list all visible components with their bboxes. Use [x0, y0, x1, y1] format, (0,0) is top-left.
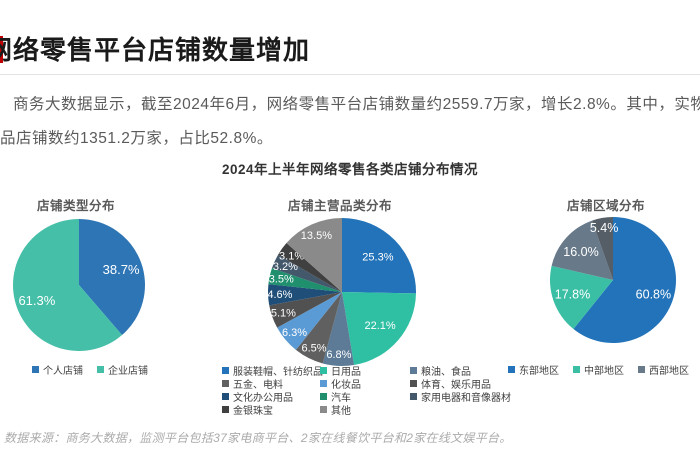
pie-slice-label: 16.0% — [563, 245, 598, 259]
pie-slice — [592, 217, 613, 280]
pie-slice — [271, 254, 342, 292]
legend-label: 化妆品 — [331, 380, 361, 391]
pie-slice — [286, 218, 342, 292]
legend-swatch — [410, 380, 417, 387]
legend-swatch — [320, 406, 327, 413]
pie-slice — [12, 219, 123, 351]
pie-slice-label: 17.8% — [555, 287, 590, 301]
legend-main-category: 服装鞋帽、针纺织品 日用品 粮油、食品五金、电料 化妆品 体育、娱乐用品文化办公用品 汽车… — [222, 364, 511, 417]
legend-label: 服装鞋帽、针纺织品 — [233, 367, 323, 378]
legend-swatch — [320, 367, 327, 374]
pie-slice — [342, 218, 417, 294]
legend-item: 企业店铺 — [97, 362, 148, 377]
legend-item: 家用电器和音像器材 — [410, 390, 511, 404]
legend-item: 日用品 — [320, 364, 404, 378]
pie-slice-label: 13.5% — [301, 230, 332, 242]
legend-label: 文化办公用品 — [233, 393, 293, 404]
legend-item: 个人店铺 — [32, 362, 83, 377]
intro-text-line-2: 品店铺数约1351.2万家，占比52.8%。 — [0, 130, 273, 147]
legend-swatch — [320, 380, 327, 387]
legend-store-type: 个人店铺 企业店铺 — [32, 362, 148, 377]
legend-label: 西部地区 — [649, 366, 689, 377]
pie-title-region: 店铺区域分布 — [566, 199, 645, 213]
legend-item: 西部地区 — [638, 362, 689, 377]
pie-slice-label: 4.6% — [267, 289, 292, 301]
pie-title-store-type: 店铺类型分布 — [36, 199, 115, 213]
pie-slice — [549, 265, 613, 330]
legend-label: 日用品 — [331, 367, 361, 378]
pie-slice — [295, 292, 342, 364]
legend-label: 粮油、食品 — [421, 367, 471, 378]
pie-chart-main-category: 25.3% 22.1% 6.8%6.5% 6.3% 5.1% 4.6% 3.5%3.2%3.… — [267, 218, 417, 366]
data-source-note: 数据来源：商务大数据，监测平台包括37家电商平台、2家在线餐饮平台和2家在线文娱… — [4, 431, 512, 445]
legend-item: 中部地区 — [573, 362, 624, 377]
pie-slice-label: 3.1% — [279, 251, 304, 263]
pie-slice — [269, 292, 342, 328]
pie-slice-label: 60.8% — [636, 288, 671, 302]
pie-slice — [573, 217, 677, 343]
legend-item: 粮油、食品 — [410, 364, 511, 378]
pie-slice-label: 38.7% — [103, 262, 140, 277]
pie-slice — [268, 284, 342, 306]
pie-slice — [277, 292, 342, 350]
legend-label: 个人店铺 — [43, 366, 83, 377]
legend-item: 东部地区 — [508, 362, 559, 377]
pie-slice-label: 25.3% — [362, 252, 393, 264]
legend-item: 服装鞋帽、针纺织品 — [222, 364, 323, 378]
legend-swatch — [508, 366, 515, 373]
intro-text-line-1: 商务大数据显示，截至2024年6月，网络零售平台店铺数量约2559.7万家，增长… — [13, 96, 700, 113]
pie-slice-label: 61.3% — [18, 293, 55, 308]
pie-slice — [322, 292, 355, 366]
pie-slice-label: 6.8% — [326, 349, 351, 361]
legend-region: 东部地区中部地区西部地区东北地区 — [508, 362, 700, 377]
title-accent-bar — [0, 36, 3, 63]
legend-label: 家用电器和音像器材 — [421, 393, 511, 404]
pie-slice-label: 5.1% — [271, 308, 296, 320]
pie-chart-region: 60.8% 17.8% 16.0% 5.4% — [549, 217, 677, 343]
legend-label: 五金、电料 — [233, 380, 283, 391]
legend-swatch — [222, 406, 229, 413]
pie-slice-label: 3.2% — [273, 261, 298, 273]
legend-item: 汽车 — [320, 390, 404, 404]
pie-chart-store-type: 38.7% 61.3% — [12, 219, 145, 351]
legend-swatch — [320, 393, 327, 400]
title-divider — [0, 74, 700, 75]
legend-label: 中部地区 — [584, 366, 624, 377]
legend-label: 其他 — [331, 406, 351, 417]
legend-label: 东部地区 — [519, 366, 559, 377]
legend-swatch — [32, 366, 39, 373]
legend-swatch — [410, 393, 417, 400]
pie-title-main-category: 店铺主营品类分布 — [287, 199, 392, 213]
legend-label: 金银珠宝 — [233, 406, 273, 417]
legend-item: 体育、娱乐用品 — [410, 377, 511, 391]
pie-slice-label: 22.1% — [364, 320, 395, 332]
legend-swatch — [97, 366, 104, 373]
pie-slice — [79, 219, 145, 336]
legend-swatch — [410, 367, 417, 374]
pie-slice — [268, 268, 342, 292]
pie-slice-label: 6.5% — [301, 342, 326, 354]
legend-label: 企业店铺 — [108, 366, 148, 377]
pie-slice — [551, 220, 613, 280]
legend-swatch — [573, 366, 580, 373]
legend-item: 五金、电料 — [222, 377, 314, 391]
legend-item: 其他 — [320, 403, 404, 417]
legend-item: 文化办公用品 — [222, 390, 314, 404]
legend-swatch — [222, 367, 229, 374]
pie-slice-label: 5.4% — [590, 221, 619, 235]
pie-slice — [278, 243, 342, 292]
chart-section-title: 2024年上半年网络零售各类店铺分布情况 — [221, 162, 479, 177]
legend-label: 汽车 — [331, 393, 351, 404]
legend-swatch — [638, 366, 645, 373]
legend-item: 金银珠宝 — [222, 403, 314, 417]
pie-slice-label: 3.5% — [269, 274, 294, 286]
pie-slice — [342, 292, 416, 366]
legend-item: 化妆品 — [320, 377, 404, 391]
legend-label: 体育、娱乐用品 — [421, 380, 491, 391]
legend-swatch — [222, 380, 229, 387]
legend-swatch — [222, 393, 229, 400]
page-title: 网络零售平台店铺数量增加 — [0, 35, 311, 65]
pie-slice-label: 6.3% — [282, 327, 307, 339]
